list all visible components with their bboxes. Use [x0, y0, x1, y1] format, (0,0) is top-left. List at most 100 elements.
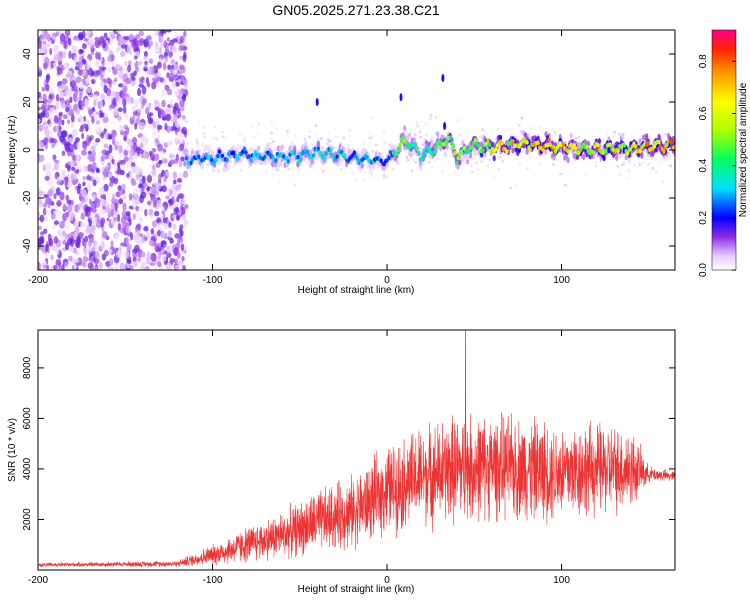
noise-cell: [164, 56, 168, 63]
x-tick-label: -100: [203, 275, 223, 286]
scatter-cell: [410, 169, 414, 172]
noise-cell: [51, 108, 56, 117]
ridge-cell: [297, 159, 301, 164]
scatter-cell: [354, 178, 358, 181]
y-tick-label: 4000: [22, 457, 33, 480]
scatter-cell: [429, 114, 433, 117]
noise-cell: [38, 225, 43, 231]
scatter-cell: [668, 156, 672, 160]
scatter-cell: [673, 169, 675, 173]
ridge-cell: [222, 166, 226, 173]
x-tick-label: -100: [203, 575, 223, 586]
scatter-cell: [538, 125, 541, 129]
noise-cell: [145, 266, 149, 270]
noise-cell: [66, 98, 70, 108]
scatter-cell: [612, 134, 615, 138]
noise-cell: [100, 66, 107, 71]
noise-cell: [43, 137, 49, 144]
scatter-cell: [520, 116, 524, 120]
noise-cell: [165, 195, 170, 200]
noise-cell: [178, 260, 184, 266]
noise-cell: [86, 224, 91, 234]
noise-cell: [183, 30, 187, 38]
noise-cell: [134, 244, 140, 252]
scatter-cell: [594, 160, 598, 164]
noise-cell: [63, 62, 69, 70]
scatter-cell: [250, 125, 253, 128]
noise-cell: [154, 210, 160, 217]
noise-cell: [128, 193, 133, 201]
noise-cell: [49, 88, 55, 94]
noise-cell: [168, 51, 173, 59]
noise-cell: [131, 97, 135, 106]
noise-cell: [70, 80, 76, 87]
ridge-cell: [470, 145, 474, 150]
noise-cell: [123, 135, 127, 142]
noise-cell: [121, 210, 126, 216]
noise-cell: [100, 81, 106, 88]
noise-cell: [166, 72, 170, 79]
noise-cell: [162, 148, 167, 153]
ridge-cell: [370, 171, 374, 178]
figure-title: GN05.2025.271.23.38.C21: [272, 2, 440, 18]
noise-cell: [121, 39, 127, 45]
noise-cell: [55, 259, 62, 266]
scatter-cell: [313, 133, 317, 137]
noise-cell: [99, 198, 106, 204]
scatter-cell: [392, 144, 395, 147]
scatter-cell: [327, 132, 330, 136]
noise-cell: [96, 168, 100, 174]
noise-cell: [58, 210, 63, 218]
noise-cell: [172, 223, 177, 230]
scatter-cell: [386, 175, 389, 179]
scatter-cell: [333, 127, 337, 130]
noise-cell: [74, 84, 78, 92]
scatter-cell: [334, 146, 338, 149]
noise-cell: [42, 164, 47, 172]
noise-cell: [143, 67, 148, 72]
ridge-cell: [607, 147, 611, 154]
scatter-cell: [664, 133, 667, 136]
noise-cell: [106, 191, 111, 201]
scatter-cell: [273, 154, 276, 157]
ridge-cell: [616, 148, 620, 153]
snr-frame: [37, 329, 676, 571]
noise-cell: [166, 188, 170, 197]
snr-series-line: [38, 330, 675, 568]
noise-cell: [62, 103, 66, 110]
noise-cell: [114, 111, 119, 116]
ridge-cell: [293, 150, 297, 156]
scatter-cell: [270, 137, 273, 141]
noise-cell: [169, 160, 175, 165]
scatter-cell: [415, 121, 419, 125]
scatter-cell: [313, 167, 316, 170]
ridge-cell: [443, 140, 448, 145]
noise-cell: [138, 148, 144, 154]
colorbar-tick-label: 0.8: [698, 54, 709, 68]
scatter-cell: [658, 162, 661, 166]
noise-cell: [46, 210, 51, 216]
noise-cell: [150, 152, 155, 161]
scatter-cell: [633, 163, 636, 167]
noise-cell: [123, 105, 127, 114]
noise-cell: [51, 143, 55, 149]
noise-cell: [166, 245, 170, 254]
noise-cell: [114, 202, 118, 212]
noise-cell: [42, 93, 47, 101]
noise-cell: [168, 72, 174, 79]
noise-cell: [125, 95, 132, 102]
ridge-cell: [459, 149, 463, 154]
scatter-cell: [413, 136, 417, 139]
noise-cell: [131, 115, 136, 120]
noise-cell: [144, 208, 148, 217]
ridge-cell: [340, 149, 344, 155]
noise-cell: [61, 213, 68, 222]
scatter-cell: [626, 143, 630, 146]
scatter-cell: [429, 117, 432, 120]
scatter-cell: [287, 167, 290, 171]
noise-cell: [126, 160, 132, 170]
ridge-cell: [476, 143, 481, 148]
ridge-cell: [525, 148, 529, 155]
noise-cell: [98, 261, 103, 270]
scatter-cell: [641, 161, 645, 165]
